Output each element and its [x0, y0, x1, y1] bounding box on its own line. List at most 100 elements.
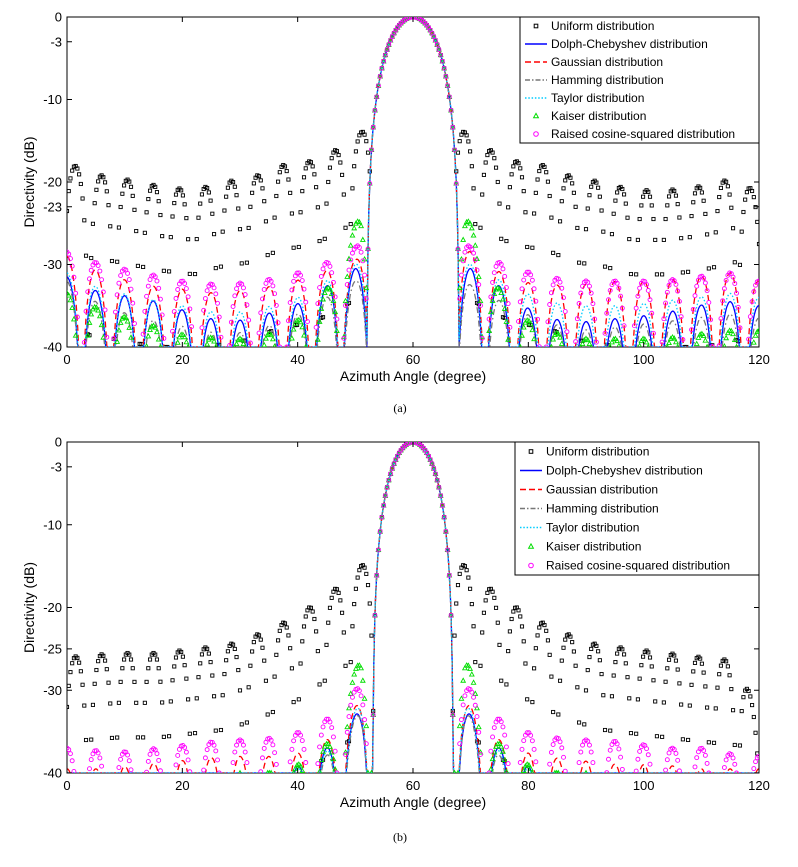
data-point [300, 189, 305, 194]
series-layer [67, 442, 759, 773]
data-point [485, 590, 490, 595]
data-point [175, 287, 181, 292]
data-point [502, 273, 508, 279]
data-point [366, 769, 370, 773]
data-point [327, 719, 333, 725]
data-point [109, 258, 115, 264]
data-point [587, 283, 592, 289]
data-point [687, 703, 692, 708]
data-point [186, 237, 191, 242]
data-point [260, 645, 265, 650]
data-point [559, 199, 564, 204]
data-point [561, 186, 566, 191]
data-point [521, 639, 526, 644]
data-point [611, 739, 617, 745]
data-point [248, 204, 253, 209]
data-point [327, 165, 333, 170]
data-point [455, 246, 461, 252]
data-point [675, 667, 680, 672]
data-point [356, 218, 363, 225]
data-point [625, 215, 630, 220]
x-tick-label: 100 [633, 778, 655, 793]
data-point [467, 665, 474, 671]
data-point [68, 176, 73, 181]
data-point [461, 664, 468, 671]
data-point [488, 748, 494, 754]
data-point [495, 179, 500, 185]
data-point [224, 658, 229, 663]
data-point [445, 547, 451, 553]
data-point [475, 723, 482, 730]
data-point [551, 250, 556, 255]
data-point [120, 191, 125, 196]
data-point [576, 760, 582, 766]
data-point [90, 702, 95, 707]
data-point [72, 332, 79, 338]
data-point [734, 343, 739, 347]
data-point [729, 687, 734, 692]
data-point [209, 334, 216, 341]
data-point [675, 288, 681, 294]
data-point [751, 195, 756, 200]
data-point [730, 274, 736, 280]
data-point [342, 297, 349, 304]
data-point [352, 665, 359, 671]
legend-symbol [527, 542, 535, 549]
data-point [666, 657, 672, 662]
data-point [260, 186, 265, 191]
data-point [234, 742, 239, 748]
data-point [653, 237, 658, 242]
data-point [706, 299, 712, 305]
legend-label: Gaussian distribution [546, 483, 658, 497]
data-point [204, 340, 211, 347]
legend-label: Raised cosine-squared distribution [546, 559, 730, 573]
data-point [358, 249, 364, 255]
data-point [353, 149, 358, 154]
data-point [282, 621, 288, 626]
data-point [246, 225, 251, 230]
data-point [460, 677, 467, 683]
data-point [499, 748, 506, 754]
legend-label: Gaussian distribution [551, 55, 663, 69]
data-point [691, 669, 696, 674]
data-point [297, 318, 304, 325]
data-point [170, 214, 175, 219]
data-point [336, 590, 341, 595]
data-point [167, 269, 172, 274]
data-point [372, 107, 378, 113]
data-point [258, 637, 263, 642]
data-point [645, 752, 651, 758]
data-point [160, 700, 165, 705]
data-point [135, 263, 140, 268]
data-point [83, 253, 89, 258]
data-point [734, 290, 739, 296]
data-point [507, 185, 512, 190]
data-point [96, 659, 101, 664]
data-point [634, 731, 639, 736]
data-point [651, 330, 656, 336]
data-point [350, 250, 355, 256]
data-point [746, 688, 751, 694]
data-point [296, 697, 301, 702]
data-point [386, 477, 392, 483]
data-point [458, 272, 464, 278]
legend: Uniform distribution Dolph-Chebyshev dist… [514, 441, 760, 576]
data-point [593, 339, 599, 345]
data-point [752, 332, 759, 338]
data-point [144, 210, 149, 215]
data-point [238, 769, 242, 773]
data-point [602, 330, 608, 336]
data-point [751, 766, 757, 772]
data-point [557, 739, 563, 745]
data-point [505, 761, 511, 767]
data-point [493, 286, 500, 292]
data-point [355, 139, 360, 144]
data-point [606, 297, 611, 303]
data-point [456, 769, 460, 773]
data-point [161, 734, 166, 739]
data-point [609, 232, 614, 237]
data-point [115, 735, 120, 740]
data-point [478, 225, 483, 230]
data-point [298, 732, 303, 738]
data-point [156, 757, 162, 763]
